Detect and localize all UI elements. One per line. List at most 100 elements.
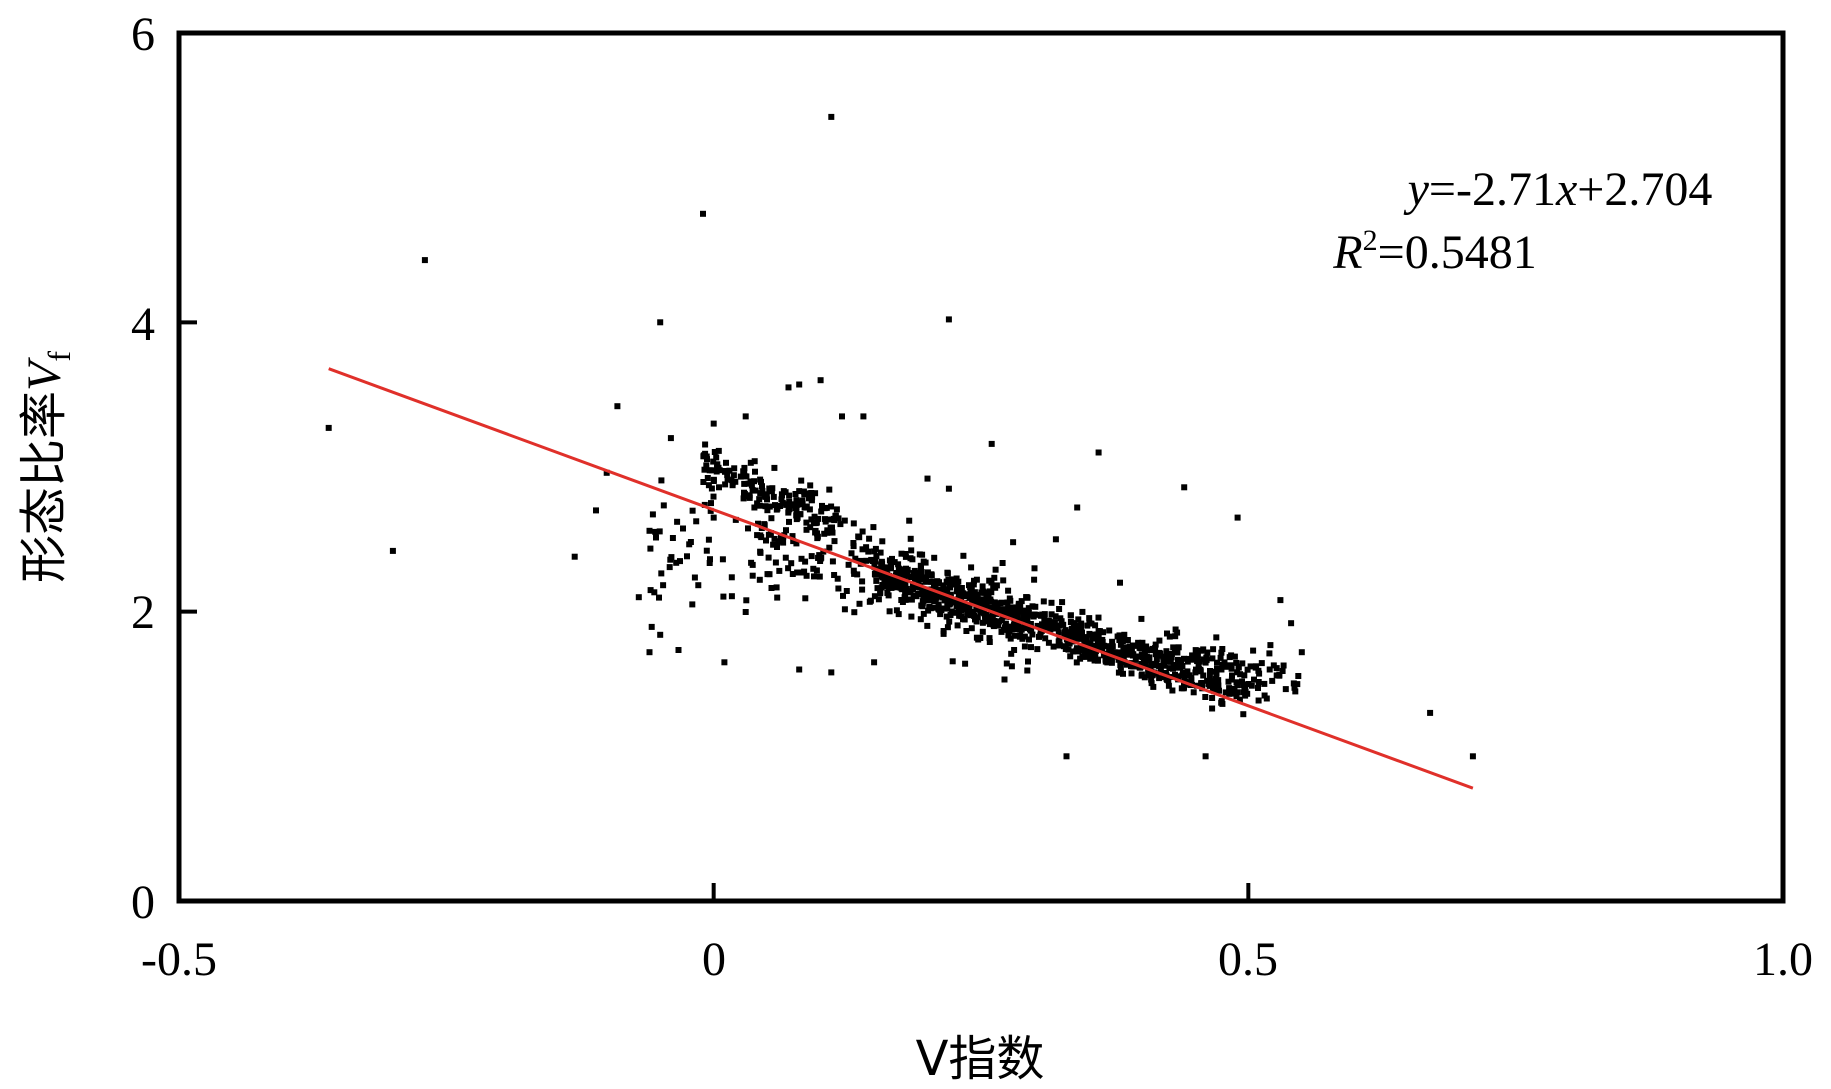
- data-point: [1223, 663, 1230, 670]
- equation-intercept: +2.704: [1577, 163, 1712, 216]
- data-point: [1052, 536, 1059, 543]
- data-point: [1021, 633, 1028, 640]
- data-point: [1173, 673, 1180, 680]
- data-point: [747, 478, 754, 485]
- data-point: [743, 597, 750, 604]
- data-point: [1230, 690, 1237, 697]
- data-point: [1174, 656, 1181, 663]
- data-point: [789, 533, 796, 540]
- data-point: [945, 600, 952, 607]
- data-point: [780, 539, 787, 546]
- data-point: [1003, 660, 1010, 667]
- data-point: [1092, 652, 1099, 659]
- data-point: [785, 501, 791, 508]
- data-point: [871, 563, 878, 570]
- data-point: [902, 553, 909, 560]
- data-point: [1082, 634, 1089, 641]
- data-point: [1059, 599, 1066, 606]
- data-point: [1116, 632, 1123, 639]
- data-point: [1132, 656, 1139, 663]
- data-point: [1062, 629, 1068, 636]
- data-point: [831, 517, 838, 524]
- data-point: [723, 459, 729, 466]
- data-point: [986, 577, 993, 584]
- data-point: [991, 617, 998, 624]
- data-point: [854, 571, 861, 578]
- data-point: [885, 592, 892, 599]
- data-point: [908, 613, 915, 620]
- data-point: [828, 503, 835, 510]
- data-point: [881, 577, 888, 583]
- equation-slope: =-2.71: [1429, 163, 1556, 216]
- data-point: [986, 621, 993, 628]
- data-point: [995, 622, 1001, 629]
- data-point: [1227, 662, 1234, 669]
- data-point: [915, 577, 922, 584]
- data-point: [772, 559, 779, 566]
- data-point: [796, 381, 803, 388]
- data-point: [808, 516, 815, 523]
- data-point: [651, 589, 658, 596]
- data-point: [907, 535, 914, 542]
- data-point: [910, 570, 917, 577]
- data-point: [833, 506, 840, 513]
- data-point: [1051, 625, 1058, 632]
- x-tick-label: 1.0: [1753, 933, 1813, 986]
- data-point: [891, 559, 898, 566]
- data-point: [883, 564, 890, 571]
- data-point: [775, 538, 782, 545]
- data-point: [1237, 671, 1244, 678]
- data-point: [1088, 631, 1095, 638]
- data-point: [920, 610, 927, 617]
- data-point: [910, 592, 917, 599]
- data-point: [1070, 648, 1077, 655]
- data-point: [1161, 670, 1168, 676]
- data-point: [1251, 676, 1257, 683]
- data-point: [770, 493, 777, 500]
- data-point: [951, 599, 958, 606]
- data-point: [421, 257, 428, 264]
- data-point: [1150, 683, 1157, 690]
- data-point: [707, 507, 714, 514]
- data-point: [886, 608, 893, 615]
- y-tick-label: 6: [131, 8, 155, 61]
- data-point: [614, 403, 621, 410]
- data-point: [860, 413, 867, 420]
- data-point: [976, 601, 983, 608]
- r-squared-var: R: [1332, 226, 1362, 279]
- data-point: [1095, 614, 1102, 621]
- data-point: [989, 614, 996, 621]
- data-point: [724, 476, 731, 483]
- data-point: [824, 529, 831, 536]
- data-point: [990, 623, 997, 630]
- y-axis-title-text: 形态比率: [16, 391, 72, 583]
- data-point: [758, 534, 765, 541]
- data-point: [806, 506, 813, 513]
- data-point: [1029, 631, 1036, 638]
- data-point: [1087, 640, 1094, 647]
- data-point: [837, 521, 844, 528]
- r-squared-value: =0.5481: [1378, 226, 1537, 279]
- data-point: [803, 503, 810, 510]
- data-point: [667, 435, 674, 442]
- data-point: [1202, 753, 1209, 760]
- data-point: [907, 596, 914, 603]
- data-point: [935, 601, 942, 608]
- data-point: [1236, 696, 1243, 703]
- data-point: [798, 555, 805, 562]
- data-point: [706, 560, 713, 566]
- data-point: [1219, 661, 1226, 668]
- data-point: [1209, 695, 1216, 701]
- data-point: [768, 515, 775, 522]
- data-point: [925, 597, 932, 604]
- data-point: [1078, 620, 1085, 627]
- data-point: [850, 567, 857, 574]
- data-point: [816, 573, 823, 580]
- data-point: [1026, 636, 1032, 643]
- data-point: [826, 516, 833, 523]
- data-point: [1075, 616, 1082, 623]
- data-point: [810, 565, 817, 572]
- data-point: [1279, 668, 1286, 674]
- data-point: [766, 485, 773, 492]
- data-point: [751, 478, 758, 485]
